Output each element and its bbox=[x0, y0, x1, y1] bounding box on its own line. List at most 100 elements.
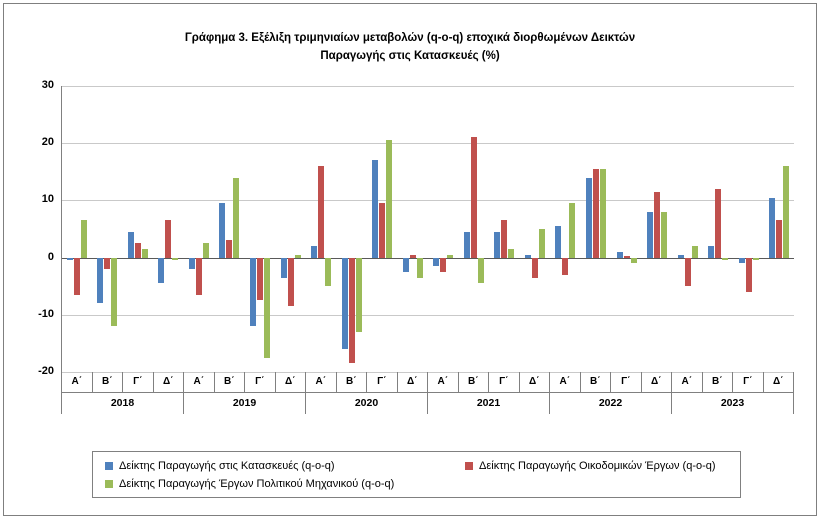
bar-civil-engineering-14 bbox=[508, 249, 515, 258]
bar-building-works-20 bbox=[684, 257, 691, 287]
bar-building-works-23 bbox=[776, 220, 783, 258]
legend-label-building-works: Δείκτης Παραγωγής Οικοδομικών Έργων (q-o… bbox=[479, 459, 716, 472]
plot-area bbox=[61, 86, 794, 373]
bar-building-works-8 bbox=[318, 166, 325, 258]
bar-constructions-22 bbox=[738, 257, 745, 264]
bar-building-works-13 bbox=[470, 137, 477, 258]
quarter-label: Β΄ bbox=[213, 372, 245, 392]
quarter-label: Δ΄ bbox=[396, 372, 428, 392]
gridline bbox=[62, 86, 794, 87]
bar-building-works-2 bbox=[134, 243, 141, 258]
bar-building-works-14 bbox=[501, 220, 508, 258]
quarter-label: Β΄ bbox=[457, 372, 489, 392]
bar-civil-engineering-8 bbox=[325, 257, 332, 287]
year-label: 2021 bbox=[427, 393, 549, 414]
quarter-label: Β΄ bbox=[335, 372, 367, 392]
bar-civil-engineering-5 bbox=[233, 177, 240, 258]
legend-swatch-constructions bbox=[105, 461, 113, 470]
bar-constructions-12 bbox=[433, 257, 440, 267]
bar-civil-engineering-19 bbox=[661, 211, 668, 258]
bar-civil-engineering-6 bbox=[264, 257, 271, 358]
bar-civil-engineering-22 bbox=[752, 257, 759, 261]
bar-building-works-7 bbox=[287, 257, 294, 307]
y-tick-label: -20 bbox=[38, 365, 54, 377]
quarter-label: Α΄ bbox=[549, 372, 580, 392]
quarter-label: Α΄ bbox=[671, 372, 702, 392]
bar-building-works-9 bbox=[348, 257, 355, 364]
bar-constructions-18 bbox=[616, 251, 623, 258]
bar-constructions-0 bbox=[66, 257, 73, 261]
quarter-label: Δ΄ bbox=[152, 372, 184, 392]
quarter-label: Β΄ bbox=[91, 372, 123, 392]
gridline bbox=[62, 200, 794, 202]
legend-item-civil-engineering: Δείκτης Παραγωγής Έργων Πολιτικού Μηχανι… bbox=[105, 478, 465, 490]
chart-title-line1: Γράφημα 3. Εξέλιξη τριμηνιαίων μεταβολών… bbox=[184, 32, 636, 44]
y-tick-label: 30 bbox=[41, 79, 54, 91]
bar-civil-engineering-18 bbox=[630, 257, 637, 264]
bar-building-works-6 bbox=[257, 257, 264, 301]
bar-civil-engineering-23 bbox=[783, 166, 790, 258]
bar-constructions-7 bbox=[280, 257, 287, 278]
bar-constructions-16 bbox=[555, 226, 562, 258]
bar-civil-engineering-12 bbox=[447, 254, 454, 258]
quarter-label: Γ΄ bbox=[366, 372, 397, 392]
year-label: 2019 bbox=[183, 393, 305, 414]
legend-swatch-building-works bbox=[465, 461, 473, 470]
bar-building-works-1 bbox=[104, 257, 111, 270]
bar-civil-engineering-9 bbox=[355, 257, 362, 332]
bar-building-works-17 bbox=[592, 168, 599, 258]
bar-building-works-21 bbox=[715, 188, 722, 258]
legend-label-constructions: Δείκτης Παραγωγής στις Κατασκευές (q-o-q… bbox=[119, 459, 335, 472]
bar-civil-engineering-20 bbox=[691, 246, 698, 258]
year-label: 2023 bbox=[671, 393, 793, 414]
bar-civil-engineering-4 bbox=[202, 243, 209, 258]
bar-constructions-9 bbox=[341, 257, 348, 350]
bar-constructions-1 bbox=[97, 257, 104, 304]
bar-constructions-20 bbox=[677, 254, 684, 258]
bar-civil-engineering-3 bbox=[172, 257, 179, 261]
bar-building-works-12 bbox=[440, 257, 447, 272]
quarter-label: Β΄ bbox=[579, 372, 611, 392]
bar-building-works-0 bbox=[73, 257, 80, 295]
year-label: 2022 bbox=[549, 393, 671, 414]
bar-civil-engineering-17 bbox=[599, 168, 606, 258]
bar-building-works-18 bbox=[623, 255, 630, 258]
bar-constructions-3 bbox=[158, 257, 165, 284]
legend-swatch-civil-engineering bbox=[105, 479, 113, 488]
bar-constructions-8 bbox=[311, 246, 318, 258]
quarter-label: Γ΄ bbox=[732, 372, 763, 392]
bar-civil-engineering-21 bbox=[722, 257, 729, 261]
bar-civil-engineering-0 bbox=[80, 220, 87, 258]
bar-building-works-10 bbox=[379, 203, 386, 258]
bar-constructions-23 bbox=[769, 197, 776, 258]
quarter-label: Γ΄ bbox=[122, 372, 153, 392]
bar-constructions-13 bbox=[463, 231, 470, 258]
bar-building-works-15 bbox=[531, 257, 538, 278]
quarter-label: Δ΄ bbox=[640, 372, 672, 392]
gridline bbox=[62, 143, 794, 145]
bar-building-works-5 bbox=[226, 240, 233, 258]
zero-line bbox=[62, 257, 794, 259]
bar-civil-engineering-16 bbox=[569, 203, 576, 258]
legend: Δείκτης Παραγωγής στις Κατασκευές (q-o-q… bbox=[92, 451, 741, 498]
bar-civil-engineering-13 bbox=[477, 257, 484, 284]
quarter-label: Α΄ bbox=[305, 372, 336, 392]
bar-building-works-16 bbox=[562, 257, 569, 275]
gridline bbox=[62, 314, 794, 316]
quarter-label: Γ΄ bbox=[610, 372, 641, 392]
quarter-label: Γ΄ bbox=[488, 372, 519, 392]
gridline bbox=[62, 372, 794, 373]
quarter-label: Δ΄ bbox=[274, 372, 306, 392]
y-tick-label: 0 bbox=[47, 250, 54, 263]
year-label: 2018 bbox=[61, 393, 183, 414]
chart-title-line2: Παραγωγής στις Κατασκευές (%) bbox=[320, 50, 500, 62]
bar-civil-engineering-7 bbox=[294, 254, 301, 258]
quarter-label: Δ΄ bbox=[762, 372, 794, 392]
bar-constructions-2 bbox=[127, 231, 134, 258]
bar-building-works-22 bbox=[745, 257, 752, 292]
bar-constructions-4 bbox=[188, 257, 195, 270]
bar-civil-engineering-2 bbox=[141, 249, 148, 258]
bar-constructions-5 bbox=[219, 203, 226, 258]
bar-building-works-19 bbox=[654, 191, 661, 258]
bar-constructions-19 bbox=[647, 211, 654, 258]
